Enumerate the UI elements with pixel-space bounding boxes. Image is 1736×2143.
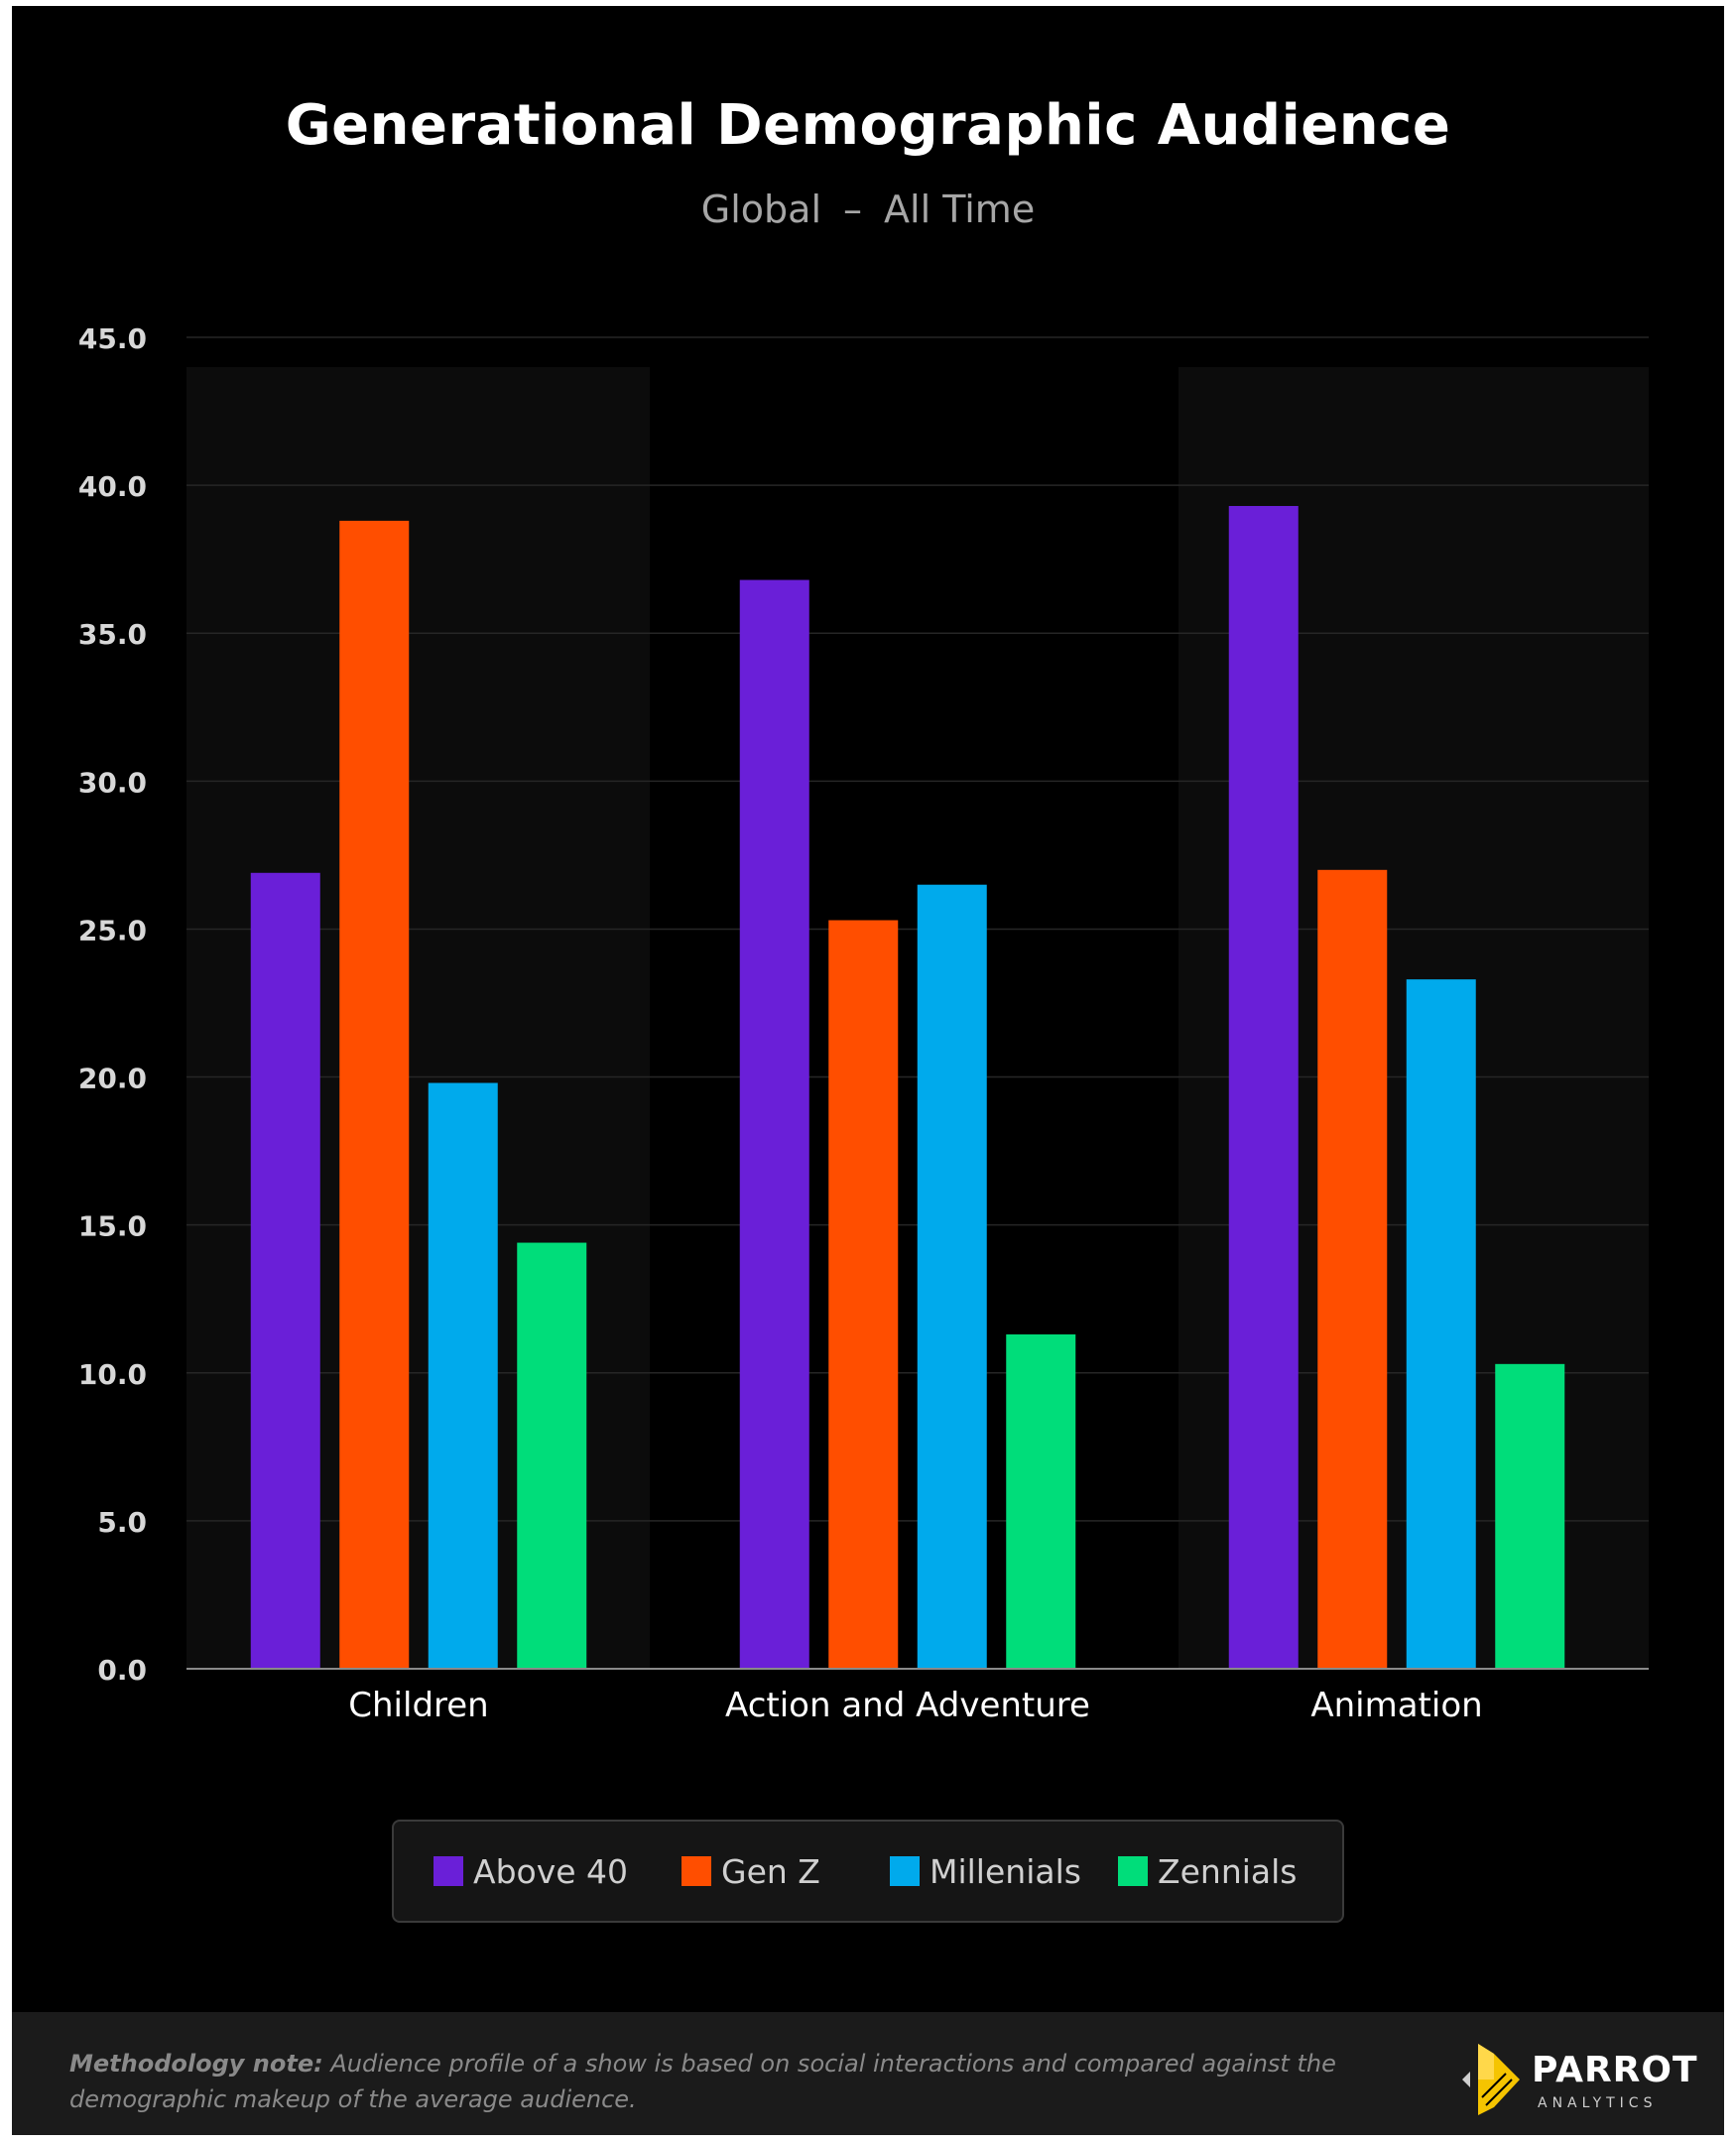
legend-item: Above 40 — [434, 1822, 628, 1921]
x-tick-label: Children — [348, 1686, 488, 1725]
x-tick-labels: Children Action and Adventure Animation — [348, 1686, 1482, 1725]
y-tick-label: 15.0 — [78, 1210, 147, 1243]
y-tick-label: 0.0 — [97, 1654, 147, 1687]
subtitle-period: All Time — [884, 188, 1036, 231]
brand-name: PARROT — [1532, 2050, 1698, 2090]
bar-chart: 0.0 5.0 10.0 15.0 20.0 25.0 30.0 35.0 40.0 45.0 C… — [78, 322, 1649, 1725]
y-tick-labels: 0.0 5.0 10.0 15.0 20.0 25.0 30.0 35.0 40.0 45.0 — [78, 322, 147, 1687]
chart-title: Generational Demographic Audience — [285, 93, 1451, 158]
chart-subtitle: Global – All Time — [12, 188, 1724, 231]
bar — [1406, 979, 1476, 1669]
brand-subtitle: ANALYTICS — [1538, 2095, 1658, 2111]
parrot-logo-icon — [1462, 2044, 1520, 2115]
y-tick-label: 45.0 — [78, 322, 147, 355]
bar — [828, 920, 899, 1669]
bar — [428, 1082, 498, 1669]
bar — [739, 579, 809, 1669]
legend-item: Millenials — [890, 1822, 1081, 1921]
x-tick-label: Action and Adventure — [725, 1686, 1090, 1725]
legend-swatch — [890, 1856, 920, 1886]
methodology-note-label: Methodology note: — [69, 2050, 323, 2078]
bar — [1495, 1363, 1565, 1669]
legend-label: Above 40 — [473, 1851, 629, 1891]
y-tick-label: 5.0 — [97, 1506, 147, 1539]
legend-swatch — [434, 1856, 463, 1886]
y-tick-label: 10.0 — [78, 1358, 147, 1391]
brand-logo: PARROT ANALYTICS — [1448, 2040, 1706, 2119]
x-tick-label: Animation — [1310, 1686, 1482, 1725]
bar — [250, 872, 320, 1669]
subtitle-separator: – — [843, 188, 863, 231]
legend-item: Gen Z — [682, 1822, 820, 1921]
y-tick-label: 35.0 — [78, 618, 147, 651]
legend-item: Zennials — [1118, 1822, 1298, 1921]
category-band — [650, 367, 1178, 1669]
y-tick-label: 20.0 — [78, 1063, 147, 1095]
bar — [339, 520, 410, 1670]
bar — [1228, 505, 1299, 1669]
legend-label: Gen Z — [721, 1851, 820, 1891]
y-tick-label: 25.0 — [78, 914, 147, 946]
legend-label: Millenials — [930, 1851, 1081, 1891]
legend-swatch — [682, 1856, 711, 1886]
legend-swatch — [1118, 1856, 1148, 1886]
footer: Methodology note: Audience profile of a … — [12, 2012, 1724, 2135]
y-tick-label: 40.0 — [78, 470, 147, 503]
legend-label: Zennials — [1158, 1851, 1298, 1891]
bar — [917, 884, 987, 1669]
subtitle-region: Global — [700, 188, 822, 231]
legend: Above 40 Gen Z Millenials Zennials — [392, 1820, 1344, 1923]
bars — [250, 505, 1565, 1670]
chart-card: Generational Demographic Audience Global… — [12, 6, 1724, 2135]
methodology-note: Methodology note: Audience profile of a … — [69, 2046, 1359, 2117]
bar — [1006, 1334, 1076, 1669]
bar — [1317, 869, 1388, 1669]
bar — [517, 1242, 587, 1669]
y-tick-label: 30.0 — [78, 766, 147, 799]
methodology-note-text: Audience profile of a show is based on s… — [69, 2050, 1336, 2113]
